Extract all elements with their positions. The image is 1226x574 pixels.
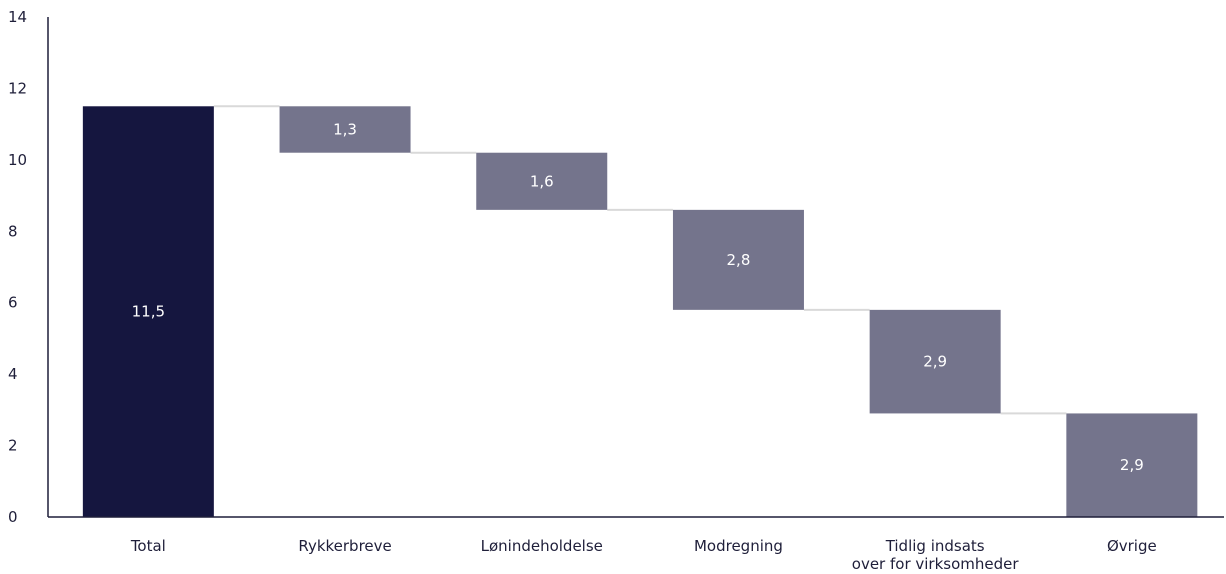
- y-tick-label: 8: [8, 222, 18, 240]
- bar-data-label: 1,3: [333, 121, 357, 139]
- bar-step: [279, 106, 411, 153]
- bar-data-label: 11,5: [132, 303, 165, 321]
- x-category-label: Rykkerbreve: [298, 537, 391, 555]
- y-tick-label: 6: [8, 294, 18, 312]
- y-axis: 0 2 4 6 8 10 12 14: [8, 8, 49, 526]
- bar-total: [82, 106, 214, 518]
- x-category-label: over for virksomheder: [852, 555, 1020, 573]
- bar-step: [672, 209, 804, 310]
- y-tick-label: 12: [8, 79, 27, 97]
- y-tick-label: 14: [8, 8, 27, 26]
- bar-data-label: 2,9: [1120, 456, 1144, 474]
- bar-step: [1066, 413, 1198, 517]
- x-category-label: Lønindeholdelse: [481, 537, 603, 555]
- x-category-label: Total: [130, 537, 166, 555]
- x-category-label: Modregning: [694, 537, 783, 555]
- bar-step: [869, 309, 1001, 414]
- data-labels: 11,5 1,3 1,6 2,8 2,9 2,9: [132, 121, 1144, 475]
- y-tick-label: 4: [8, 365, 18, 383]
- y-tick-label: 2: [8, 437, 18, 455]
- bar-data-label: 1,6: [530, 172, 554, 190]
- connector-lines: [213, 105, 1067, 415]
- x-category-label: Tidlig indsats: [885, 537, 985, 555]
- y-tick-label: 10: [8, 151, 27, 169]
- x-category-label: Øvrige: [1107, 537, 1157, 555]
- y-tick-label: 0: [8, 508, 18, 526]
- bars: [82, 106, 1198, 518]
- bar-data-label: 2,9: [923, 353, 947, 371]
- x-axis: Total Rykkerbreve Lønindeholdelse Modregnin…: [48, 516, 1224, 573]
- bar-data-label: 2,8: [727, 251, 751, 269]
- bar-step: [476, 152, 608, 210]
